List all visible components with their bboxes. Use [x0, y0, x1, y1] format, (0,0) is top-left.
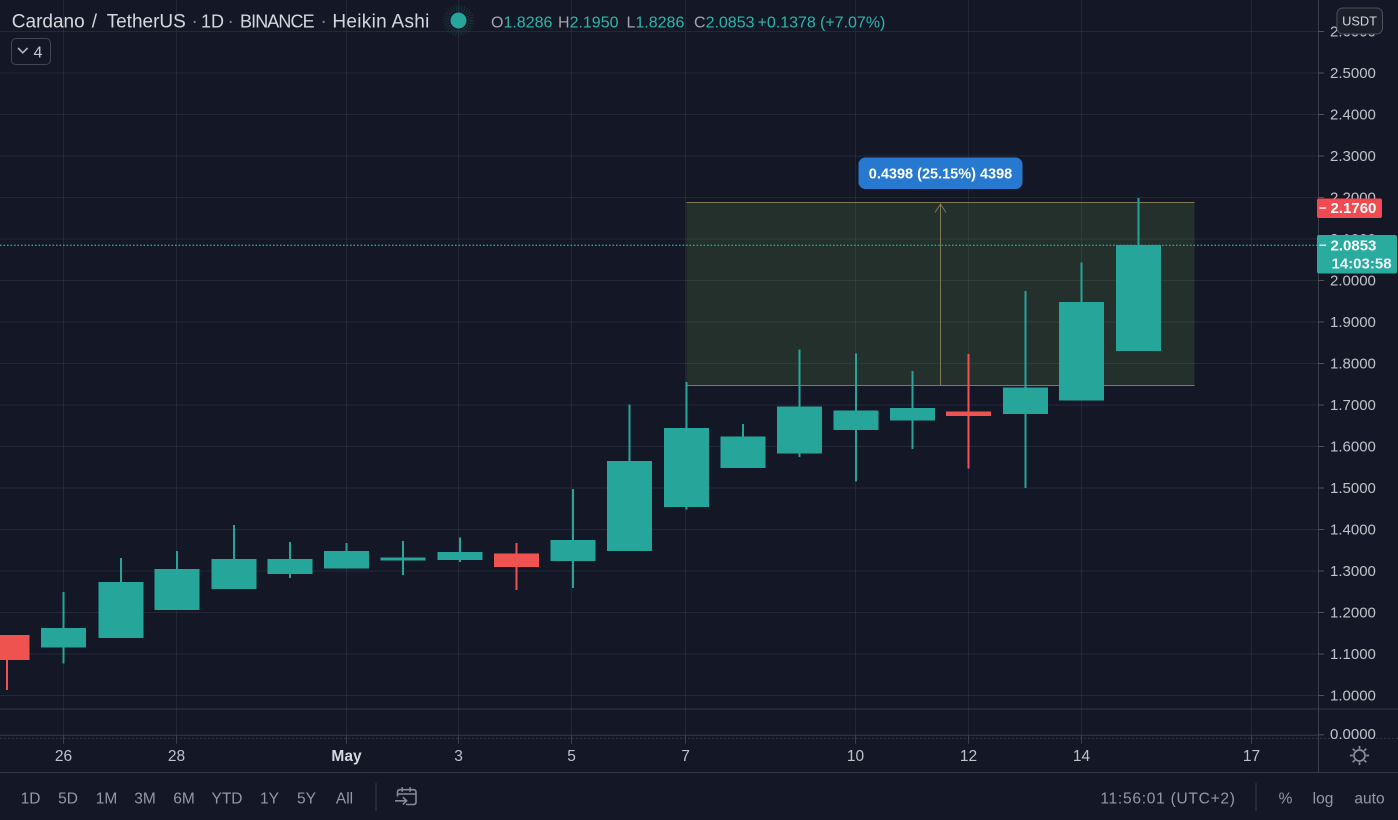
- svg-text:1.1000: 1.1000: [1330, 646, 1376, 663]
- svg-text:10: 10: [847, 748, 865, 765]
- svg-text:·: ·: [192, 11, 198, 32]
- svg-text:O1.8286: O1.8286: [491, 14, 552, 31]
- svg-text:H2.1950: H2.1950: [558, 14, 619, 31]
- svg-text:5D: 5D: [58, 790, 78, 807]
- svg-text:1.5000: 1.5000: [1330, 480, 1376, 497]
- svg-text:0.0000: 0.0000: [1330, 726, 1376, 743]
- svg-text:Cardano: Cardano: [12, 11, 85, 32]
- svg-text:26: 26: [55, 748, 72, 765]
- svg-text:28: 28: [168, 748, 185, 765]
- svg-text:BINANCE: BINANCE: [240, 11, 315, 31]
- svg-text:14: 14: [1073, 748, 1091, 765]
- svg-text:1.7000: 1.7000: [1330, 397, 1376, 414]
- svg-text:1.0000: 1.0000: [1330, 688, 1376, 705]
- svg-text:1.2000: 1.2000: [1330, 605, 1376, 622]
- svg-text:2.4000: 2.4000: [1330, 107, 1376, 124]
- svg-text:7: 7: [681, 748, 690, 765]
- svg-text:auto: auto: [1354, 790, 1384, 807]
- svg-text:14:03:58: 14:03:58: [1332, 255, 1392, 272]
- svg-text:L1.8286: L1.8286: [627, 14, 685, 31]
- svg-text:·: ·: [228, 11, 234, 32]
- svg-text:0.4398 (25.15%) 4398: 0.4398 (25.15%) 4398: [869, 167, 1013, 183]
- svg-text:log: log: [1313, 790, 1334, 807]
- svg-text:1.4000: 1.4000: [1330, 522, 1376, 539]
- svg-text:May: May: [331, 748, 362, 765]
- svg-text:1.6000: 1.6000: [1330, 439, 1376, 456]
- svg-text:C2.0853: C2.0853: [694, 14, 755, 31]
- svg-text:YTD: YTD: [212, 790, 243, 807]
- svg-text:1D: 1D: [201, 11, 224, 31]
- svg-text:1M: 1M: [96, 790, 118, 807]
- svg-text:5Y: 5Y: [297, 790, 316, 807]
- svg-text:1D: 1D: [21, 790, 41, 807]
- svg-text:1.9000: 1.9000: [1330, 314, 1376, 331]
- svg-text:2.5000: 2.5000: [1330, 65, 1376, 82]
- svg-text:2.0853: 2.0853: [1331, 237, 1377, 254]
- svg-text:6M: 6M: [173, 790, 195, 807]
- svg-text:3: 3: [454, 748, 463, 765]
- svg-text:(+7.07%): (+7.07%): [820, 14, 885, 31]
- svg-text:Heikin Ashi: Heikin Ashi: [332, 11, 429, 32]
- svg-text:+0.1378: +0.1378: [758, 14, 816, 31]
- svg-text:2.3000: 2.3000: [1330, 148, 1376, 165]
- svg-text:1Y: 1Y: [260, 790, 279, 807]
- svg-text:2.0000: 2.0000: [1330, 273, 1376, 290]
- svg-text:5: 5: [567, 748, 576, 765]
- svg-text:3M: 3M: [134, 790, 156, 807]
- svg-text:TetherUS: TetherUS: [107, 11, 186, 32]
- svg-text:1.8000: 1.8000: [1330, 356, 1376, 373]
- svg-text:All: All: [336, 790, 353, 807]
- svg-text:4: 4: [34, 45, 43, 62]
- svg-text:·: ·: [321, 11, 327, 32]
- svg-text:USDT: USDT: [1342, 13, 1377, 28]
- svg-text:11:56:01 (UTC+2): 11:56:01 (UTC+2): [1100, 790, 1235, 807]
- svg-text:1.3000: 1.3000: [1330, 563, 1376, 580]
- svg-text:17: 17: [1243, 748, 1260, 765]
- svg-text:2.1760: 2.1760: [1331, 200, 1377, 217]
- svg-text:%: %: [1279, 790, 1293, 807]
- svg-text:12: 12: [960, 748, 977, 765]
- svg-text:/: /: [92, 11, 98, 32]
